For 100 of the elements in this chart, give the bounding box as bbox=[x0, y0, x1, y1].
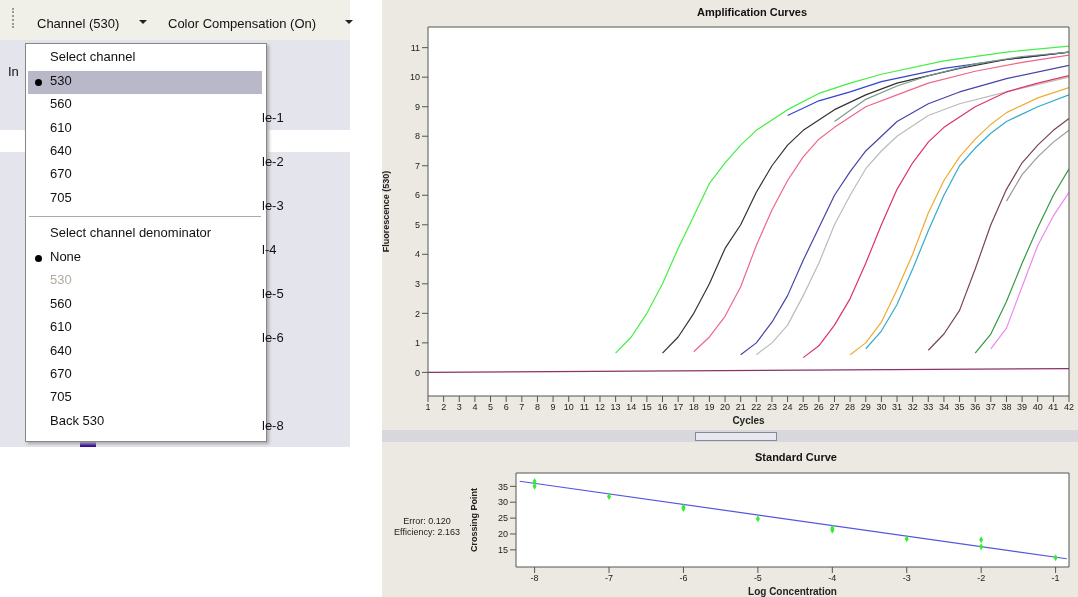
text: 670 bbox=[50, 366, 72, 382]
x-tick-label: 8 bbox=[534, 402, 540, 413]
text: 705 bbox=[50, 190, 72, 206]
text: In bbox=[8, 64, 19, 80]
x-axis-title: Cycles bbox=[732, 415, 766, 426]
y-tick-label: 1 bbox=[414, 338, 420, 349]
x-tick-label: 25 bbox=[798, 402, 809, 413]
text: le-5 bbox=[262, 286, 284, 302]
text: 560 bbox=[50, 96, 72, 112]
y-tick-label: 8 bbox=[414, 131, 420, 142]
text: Color Compensation (On) bbox=[168, 16, 317, 32]
y-axis-title: Crossing Point bbox=[469, 487, 480, 553]
x-tick-label: 21 bbox=[735, 402, 746, 413]
x-tick-label: 32 bbox=[907, 402, 918, 413]
x-tick-label: 42 bbox=[1063, 402, 1075, 413]
x-tick-label: 17 bbox=[673, 402, 684, 413]
x-tick-label: 1 bbox=[425, 402, 431, 413]
x-tick-label: 29 bbox=[860, 402, 871, 413]
x-tick-label: 7 bbox=[519, 402, 525, 413]
y-tick-label: 2 bbox=[414, 308, 420, 319]
x-tick-label: 10 bbox=[563, 402, 574, 413]
text: 610 bbox=[50, 120, 72, 136]
y-tick-label: 5 bbox=[414, 219, 420, 230]
text: le-6 bbox=[262, 330, 284, 346]
y-tick-label: 25 bbox=[497, 513, 508, 524]
x-tick-label: 9 bbox=[550, 402, 556, 413]
x-tick-label: 5 bbox=[488, 402, 494, 413]
x-tick-label: 19 bbox=[704, 402, 715, 413]
x-tick-label: -7 bbox=[605, 573, 614, 584]
x-tick-label: 33 bbox=[923, 402, 934, 413]
text: 640 bbox=[50, 343, 72, 359]
x-tick-label: 34 bbox=[938, 402, 949, 413]
y-tick-label: 7 bbox=[414, 160, 420, 171]
text: 560 bbox=[50, 296, 72, 312]
x-tick-label: 31 bbox=[892, 402, 903, 413]
x-tick-label: -5 bbox=[753, 573, 762, 584]
text: Select channel bbox=[50, 49, 136, 65]
y-tick-label: 3 bbox=[414, 279, 420, 290]
text: 610 bbox=[50, 319, 72, 335]
y-tick-label: 4 bbox=[414, 249, 420, 260]
x-tick-label: 13 bbox=[610, 402, 621, 413]
y-tick-label: 0 bbox=[414, 367, 420, 378]
x-tick-label: 4 bbox=[472, 402, 478, 413]
x-tick-label: 28 bbox=[845, 402, 856, 413]
y-tick-label: 35 bbox=[497, 481, 508, 492]
x-tick-label: 20 bbox=[720, 402, 731, 413]
x-tick-label: 3 bbox=[456, 402, 462, 413]
x-tick-label: 16 bbox=[657, 402, 668, 413]
y-axis-title: Fluorescence (530) bbox=[381, 170, 392, 253]
chart-title: Amplification Curves bbox=[696, 6, 808, 18]
text: l-4 bbox=[262, 242, 277, 258]
text: None bbox=[50, 249, 82, 265]
x-tick-label: 24 bbox=[782, 402, 793, 413]
x-tick-label: 40 bbox=[1032, 402, 1043, 413]
x-tick-label: 39 bbox=[1017, 402, 1028, 413]
text: 640 bbox=[50, 143, 72, 159]
text: Error: 0.120 bbox=[403, 515, 451, 526]
x-tick-label: 11 bbox=[579, 402, 590, 413]
y-tick-label: 30 bbox=[497, 497, 508, 508]
x-tick-label: 38 bbox=[1001, 402, 1012, 413]
text: 670 bbox=[50, 166, 72, 182]
x-tick-label: 41 bbox=[1048, 402, 1059, 413]
text: Back 530 bbox=[50, 413, 105, 429]
x-tick-label: -6 bbox=[679, 573, 688, 584]
x-tick-label: 14 bbox=[626, 402, 637, 413]
y-tick-label: 9 bbox=[414, 101, 420, 112]
y-tick-label: 20 bbox=[497, 529, 508, 540]
x-tick-label: -2 bbox=[977, 573, 986, 584]
y-tick-label: 11 bbox=[410, 42, 420, 53]
x-tick-label: 12 bbox=[594, 402, 605, 413]
text: le-1 bbox=[262, 110, 284, 126]
text: le-2 bbox=[262, 154, 284, 170]
text: le-3 bbox=[262, 198, 284, 214]
text: 530 bbox=[50, 73, 72, 89]
x-tick-label: 2 bbox=[441, 402, 447, 413]
x-tick-label: -1 bbox=[1051, 573, 1060, 584]
x-tick-label: 37 bbox=[985, 402, 996, 413]
x-tick-label: 36 bbox=[970, 402, 981, 413]
text: Efficiency: 2.163 bbox=[394, 526, 460, 537]
x-tick-label: 27 bbox=[829, 402, 840, 413]
x-tick-label: 15 bbox=[641, 402, 652, 413]
text: 705 bbox=[50, 389, 72, 405]
x-axis-title: Log Concentration bbox=[748, 586, 837, 597]
x-tick-label: 35 bbox=[954, 402, 965, 413]
x-tick-label: 23 bbox=[766, 402, 777, 413]
x-tick-label: -3 bbox=[902, 573, 911, 584]
text: Select channel denominator bbox=[50, 225, 212, 241]
x-tick-label: 18 bbox=[688, 402, 699, 413]
x-tick-label: 26 bbox=[813, 402, 824, 413]
y-tick-label: 10 bbox=[409, 72, 420, 83]
y-tick-label: 15 bbox=[497, 545, 508, 556]
x-tick-label: 22 bbox=[751, 402, 762, 413]
text: 530 bbox=[50, 272, 72, 288]
x-tick-label: -4 bbox=[828, 573, 837, 584]
text: le-8 bbox=[262, 418, 284, 434]
y-tick-label: 6 bbox=[414, 190, 420, 201]
x-tick-label: 30 bbox=[876, 402, 887, 413]
x-tick-label: -8 bbox=[530, 573, 539, 584]
chart-title: Standard Curve bbox=[754, 451, 838, 463]
text: Channel (530) bbox=[37, 16, 120, 32]
